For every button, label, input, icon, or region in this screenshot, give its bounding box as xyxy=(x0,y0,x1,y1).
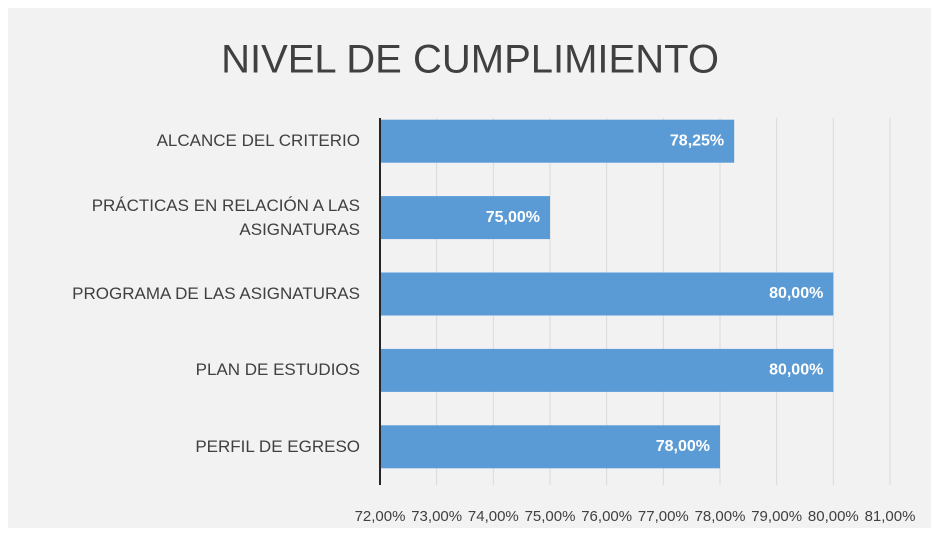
y-tick-label: ALCANCE DEL CRITERIO xyxy=(156,131,360,151)
y-tick-label: PERFIL DE EGRESO xyxy=(195,436,360,456)
x-tick-label: 78,00% xyxy=(695,508,746,525)
y-tick-label: PROGRAMA DE LAS ASIGNATURAS xyxy=(72,284,360,303)
value-label: 78,00% xyxy=(656,438,710,455)
bar xyxy=(380,272,834,316)
bar xyxy=(380,348,834,392)
y-tick-label: PRÁCTICAS EN RELACIÓN A LAS ASIGNATURAS xyxy=(91,195,360,239)
x-tick-label: 80,00% xyxy=(808,508,859,525)
x-tick-label: 77,00% xyxy=(638,508,689,525)
x-tick-label: 72,00% xyxy=(355,508,406,525)
value-label: 78,25% xyxy=(670,132,724,149)
x-tick-label: 76,00% xyxy=(581,508,632,525)
x-tick-label: 73,00% xyxy=(411,508,462,525)
value-label: 80,00% xyxy=(769,285,823,302)
bar xyxy=(380,425,720,469)
value-label: 75,00% xyxy=(486,209,540,226)
x-tick-label: 75,00% xyxy=(525,508,576,525)
bar xyxy=(380,119,735,163)
x-tick-label: 79,00% xyxy=(751,508,802,525)
y-tick-label: PLAN DE ESTUDIOS xyxy=(195,360,360,380)
chart-title: NIVEL DE CUMPLIMIENTO xyxy=(221,38,719,82)
bar xyxy=(380,196,550,240)
value-label: 80,00% xyxy=(769,362,823,379)
x-tick-label: 74,00% xyxy=(468,508,519,525)
x-tick-label: 81,00% xyxy=(865,508,916,525)
